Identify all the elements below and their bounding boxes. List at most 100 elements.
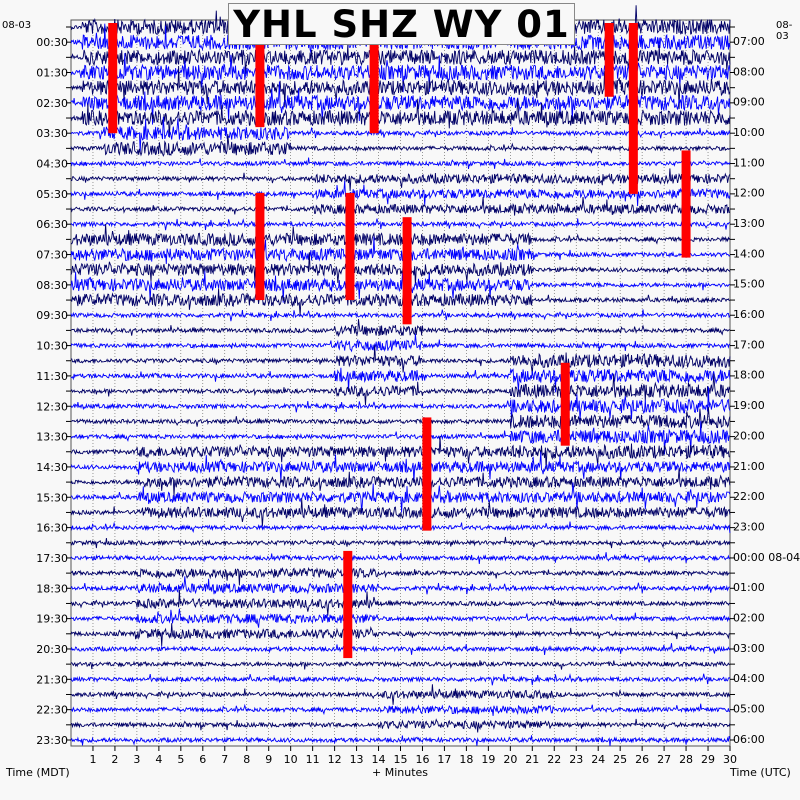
trace-row — [70, 623, 731, 647]
right-time-label: 21:00 — [733, 460, 765, 473]
x-tick-label: 19 — [481, 753, 495, 766]
clipped-event — [343, 550, 353, 659]
x-tick-label: 23 — [569, 753, 583, 766]
x-tick-label: 21 — [525, 753, 539, 766]
left-time-label: 21:30 — [36, 673, 68, 686]
trace-row — [70, 180, 731, 207]
clipped-event — [369, 38, 379, 134]
x-tick-label: 20 — [503, 753, 517, 766]
x-tick-label: 6 — [199, 753, 206, 766]
trace-row — [70, 196, 731, 216]
trace-row — [70, 521, 731, 534]
trace-row — [70, 223, 731, 248]
left-time-label: 13:30 — [36, 431, 68, 444]
x-tick-label: 27 — [657, 753, 671, 766]
clipped-event — [255, 23, 265, 128]
x-tick-label: 13 — [350, 753, 364, 766]
clipped-event — [402, 217, 412, 325]
right-time-label: 15:00 — [733, 278, 765, 291]
x-tick-label: 26 — [635, 753, 649, 766]
trace-row — [70, 333, 731, 353]
right-time-label: 17:00 — [733, 338, 765, 351]
trace-row — [70, 421, 731, 455]
x-tick-label: 15 — [394, 753, 408, 766]
left-time-label: 00:30 — [36, 36, 68, 49]
left-time-label: 10:30 — [36, 340, 68, 353]
trace-row — [70, 407, 731, 430]
trace-row — [70, 115, 731, 153]
trace-row — [70, 65, 731, 110]
trace-row — [70, 252, 731, 286]
trace-row — [70, 673, 731, 686]
left-time-label: 14:30 — [36, 461, 68, 474]
x-tick-label: 10 — [284, 753, 298, 766]
left-time-label: 06:30 — [36, 218, 68, 231]
right-time-label: 03:00 — [733, 642, 765, 655]
trace-row — [70, 566, 731, 586]
left-time-label: 07:30 — [36, 249, 68, 262]
right-time-label: 05:00 — [733, 702, 765, 715]
trace-row — [70, 218, 731, 231]
trace-row — [70, 98, 731, 138]
x-tick-label: 1 — [89, 753, 96, 766]
x-tick-label: 11 — [306, 753, 320, 766]
x-tick-label: 24 — [591, 753, 605, 766]
clipped-event — [255, 192, 265, 301]
right-time-label: 01:00 — [733, 581, 765, 594]
trace-row — [70, 53, 731, 93]
trace-row — [70, 436, 731, 470]
right-time-label: 16:00 — [733, 308, 765, 321]
seismic-traces — [70, 5, 731, 746]
right-time-label: 02:00 — [733, 611, 765, 624]
trace-row — [71, 684, 731, 705]
x-axis-ticks: 1 2 3 4 5 6 7 8 9 10 11 12 13 14 15 16 17 18 19 20 21 22 23 24 2… — [89, 746, 737, 766]
left-time-label: 19:30 — [36, 613, 68, 626]
trace-row — [70, 643, 731, 655]
x-tick-label: 18 — [459, 753, 473, 766]
x-tick-label: 2 — [111, 753, 118, 766]
right-time-label: 10:00 — [733, 126, 765, 139]
clipped-event — [108, 23, 118, 134]
left-time-label: 02:30 — [36, 97, 68, 110]
date-label-left: 08-03 — [2, 20, 32, 31]
title-box: YHL SHZ WY 01 — [228, 3, 575, 46]
left-time-label: 20:30 — [36, 643, 68, 656]
x-tick-label: 28 — [679, 753, 693, 766]
right-time-label: 18:00 — [733, 369, 765, 382]
x-tick-label: 14 — [372, 753, 386, 766]
trace-row — [70, 608, 731, 628]
left-time-label: 15:30 — [36, 491, 68, 504]
trace-row — [70, 236, 731, 265]
minute-grid — [92, 20, 709, 746]
right-time-label: 00:00 08-04 — [733, 551, 800, 564]
left-time-label: 04:30 — [36, 158, 68, 171]
right-time-label: 19:00 — [733, 399, 765, 412]
right-time-label: 14:00 — [733, 247, 765, 260]
trace-row — [70, 373, 731, 406]
trace-row — [70, 576, 730, 595]
right-time-label: 04:00 — [733, 672, 765, 685]
clipped-events — [108, 23, 691, 659]
left-time-label: 05:30 — [36, 188, 68, 201]
trace-row — [70, 22, 731, 56]
x-tick-label: 7 — [221, 753, 228, 766]
right-time-label: 20:00 — [733, 429, 765, 442]
x-tick-label: 5 — [177, 753, 184, 766]
x-tick-label: 30 — [723, 753, 737, 766]
trace-row — [70, 134, 731, 157]
left-time-label: 23:30 — [36, 734, 68, 747]
left-axis-title: Time (MDT) — [6, 766, 70, 779]
trace-row — [70, 168, 731, 191]
left-time-label: 17:30 — [36, 552, 68, 565]
right-axis-title: Time (UTC) — [730, 766, 791, 779]
bottom-axis-title: + Minutes — [372, 766, 429, 779]
trace-row — [70, 319, 731, 338]
left-time-label: 11:30 — [36, 370, 68, 383]
trace-row — [70, 589, 731, 616]
trace-row — [70, 367, 731, 393]
clipped-event — [628, 23, 638, 194]
trace-row — [70, 660, 731, 670]
trace-row — [70, 536, 731, 549]
left-time-label: 01:30 — [36, 67, 68, 80]
trace-row — [70, 451, 731, 483]
